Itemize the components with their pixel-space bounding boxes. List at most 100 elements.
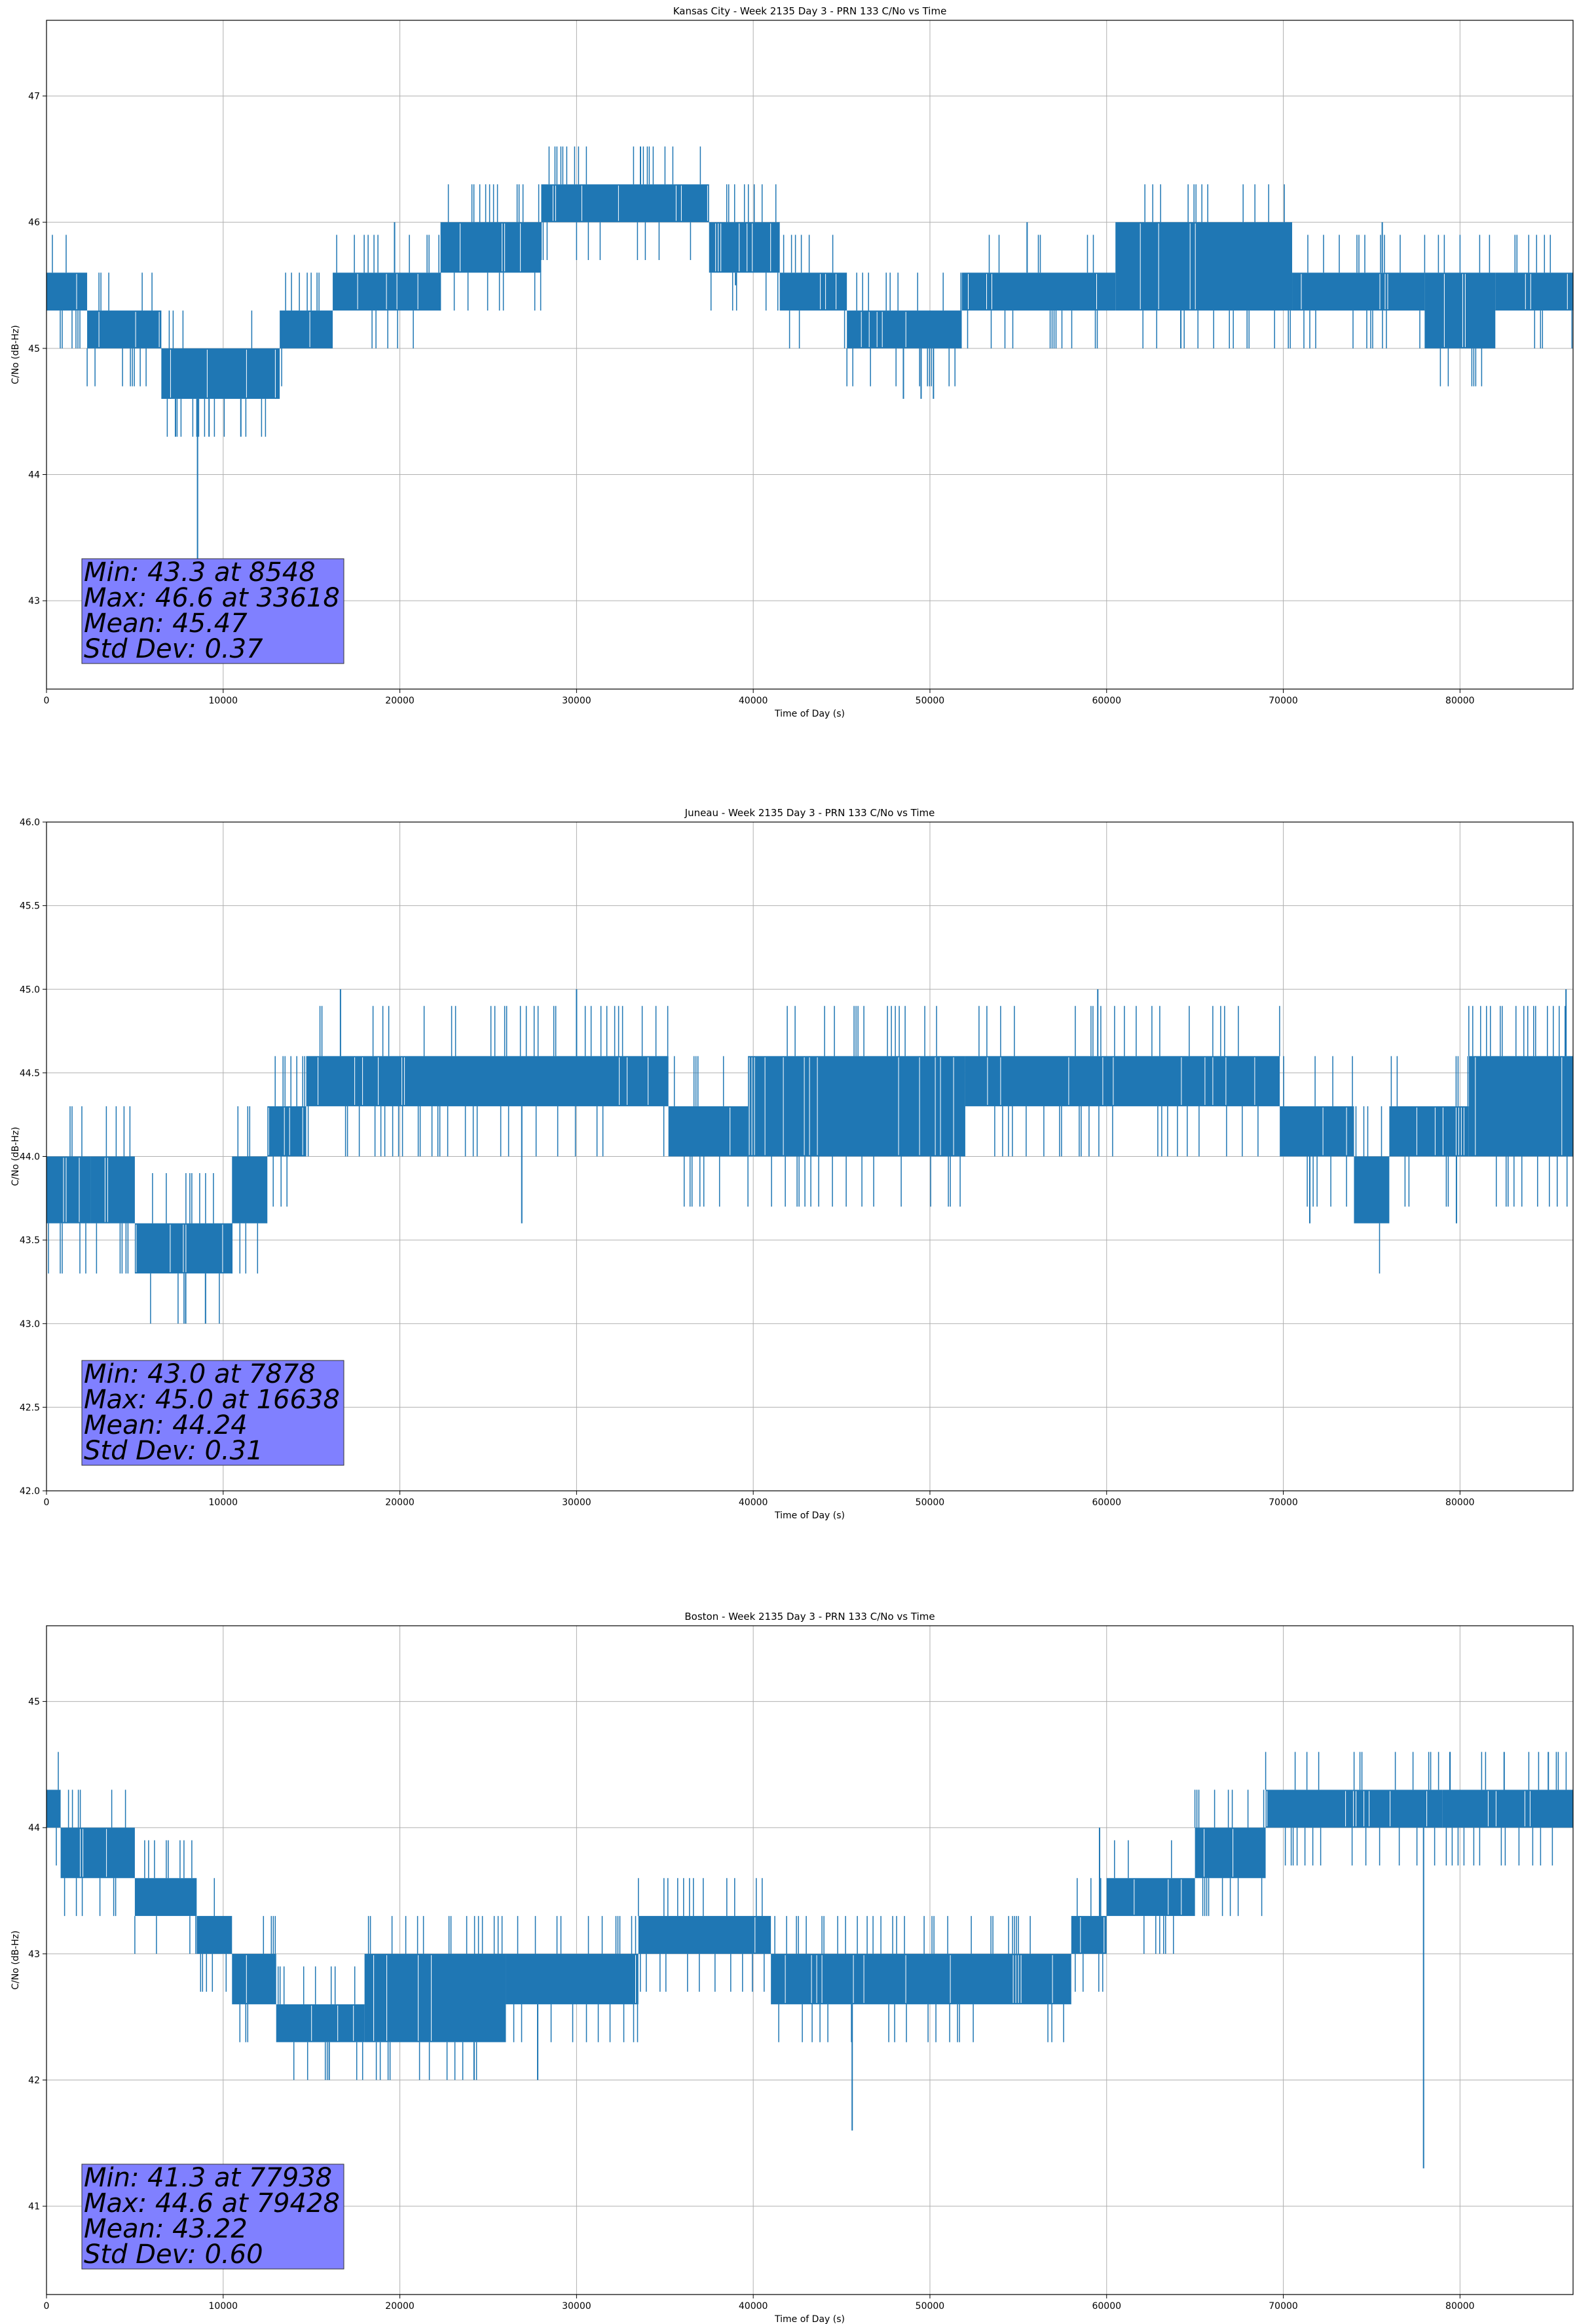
chart-title: Kansas City - Week 2135 Day 3 - PRN 133 … (673, 5, 947, 17)
data-gap (136, 1224, 223, 1273)
chart-1: 0 10000 20000 30000 40000 50000 60000 70000 8000… (10, 5, 1574, 719)
stats-box (81, 2164, 344, 2270)
data-noise (978, 1005, 1280, 1157)
data-band (1442, 1790, 1573, 1828)
data-gap (1487, 1791, 1531, 1827)
x-tick-label: 80000 (1445, 696, 1475, 706)
x-tick-label: 30000 (562, 696, 591, 706)
x-tick-label: 40000 (739, 2301, 768, 2312)
data-noise (272, 1056, 305, 1207)
data-gap (1080, 1917, 1105, 1953)
data-noise (1424, 234, 1491, 386)
y-tick-label: 44.5 (20, 1068, 40, 1079)
data-gap (1322, 1107, 1347, 1155)
x-tick-label: 10000 (209, 696, 238, 706)
stats-line: Mean: 44.24 (84, 1410, 248, 1440)
data-gap (1525, 274, 1568, 310)
data-noise (846, 272, 961, 386)
data-noise (200, 1878, 227, 1992)
data-band (506, 1953, 639, 2004)
data-gap (460, 223, 521, 272)
data-noise (540, 146, 701, 260)
data-band (276, 2004, 365, 2042)
data-noise (150, 1173, 220, 1324)
x-tick-label: 20000 (385, 2301, 415, 2312)
data-band (46, 1790, 61, 1828)
x-tick-label: 0 (44, 696, 50, 706)
data-series (46, 146, 1573, 563)
data-noise (1194, 1790, 1265, 1917)
data-gap (318, 1057, 649, 1105)
data-band (267, 1106, 306, 1157)
chart-2: 0 10000 20000 30000 40000 50000 60000 70000 8000… (10, 807, 1574, 1521)
x-tick-label: 70000 (1269, 2301, 1298, 2312)
data-gap (749, 1057, 954, 1155)
y-tick-label: 43.0 (20, 1319, 40, 1330)
data-gap (170, 349, 276, 398)
x-tick-label: 70000 (1269, 1497, 1298, 1508)
data-gap (311, 2005, 354, 2041)
data-noise (336, 234, 439, 348)
data-noise (673, 1056, 724, 1207)
data-noise (1283, 1056, 1353, 1207)
data-noise (56, 1752, 59, 1865)
data-noise (1514, 234, 1573, 348)
data-noise (439, 184, 542, 311)
data-noise (1142, 184, 1291, 348)
data-band (638, 1916, 771, 1954)
data-band (1495, 272, 1573, 311)
data-gap (715, 223, 771, 272)
data-gap (268, 1107, 303, 1155)
data-noise (1390, 1056, 1469, 1207)
data-gap (98, 312, 160, 347)
data-gap (1140, 223, 1196, 310)
data-band (440, 222, 542, 273)
x-tick-label: 40000 (739, 696, 768, 706)
stats-line: Mean: 43.22 (84, 2214, 248, 2244)
data-gap (1301, 274, 1388, 310)
data-band (965, 1056, 1280, 1106)
stats-line: Std Dev: 0.37 (84, 634, 263, 664)
data-gap (1475, 1057, 1563, 1155)
y-tick-label: 45 (28, 344, 40, 354)
x-tick-label: 50000 (916, 1497, 945, 1508)
data-band (161, 348, 280, 399)
data-band (1195, 1827, 1266, 1879)
stats-line: Mean: 45.47 (84, 609, 248, 639)
data-noise (1075, 1878, 1104, 1992)
data-band (196, 1916, 232, 1954)
data-gap (552, 185, 708, 221)
data-gap (357, 274, 418, 310)
x-tick-label: 0 (44, 1497, 50, 1508)
data-noise (96, 1106, 131, 1274)
data-gap (1267, 1791, 1428, 1827)
data-noise (1114, 1840, 1174, 1954)
data-noise (747, 1005, 961, 1207)
x-tick-label: 20000 (385, 1497, 415, 1508)
data-band (60, 1827, 135, 1879)
data-band (1424, 272, 1496, 348)
stats-line: Min: 43.3 at 8548 (84, 557, 316, 588)
chart-title: Boston - Week 2135 Day 3 - PRN 133 C/No … (684, 1611, 935, 1622)
data-noise (638, 1878, 765, 1992)
stats-line: Max: 44.6 at 79428 (84, 2188, 340, 2219)
data-noise (774, 1916, 1064, 2042)
x-tick-label: 80000 (1445, 2301, 1475, 2312)
data-band (1115, 222, 1293, 311)
data-band (1292, 272, 1425, 311)
chart-3: 0 10000 20000 30000 40000 50000 60000 70000 8000… (10, 1611, 1574, 2324)
data-noise (967, 234, 1098, 348)
data-band (232, 1953, 276, 2004)
data-noise (239, 1916, 276, 2042)
x-axis-label: Time of Day (s) (774, 1510, 845, 1521)
stats-line: Min: 43.0 at 7878 (84, 1359, 316, 1389)
x-tick-label: 20000 (385, 696, 415, 706)
x-axis-label: Time of Day (s) (774, 2314, 845, 2324)
data-gap (820, 274, 837, 310)
axes-frame (46, 1625, 1574, 2295)
data-band (280, 310, 333, 348)
data-band (46, 272, 88, 311)
data-gap (861, 312, 906, 347)
data-gap (1204, 1829, 1234, 1877)
data-noise (783, 234, 845, 348)
